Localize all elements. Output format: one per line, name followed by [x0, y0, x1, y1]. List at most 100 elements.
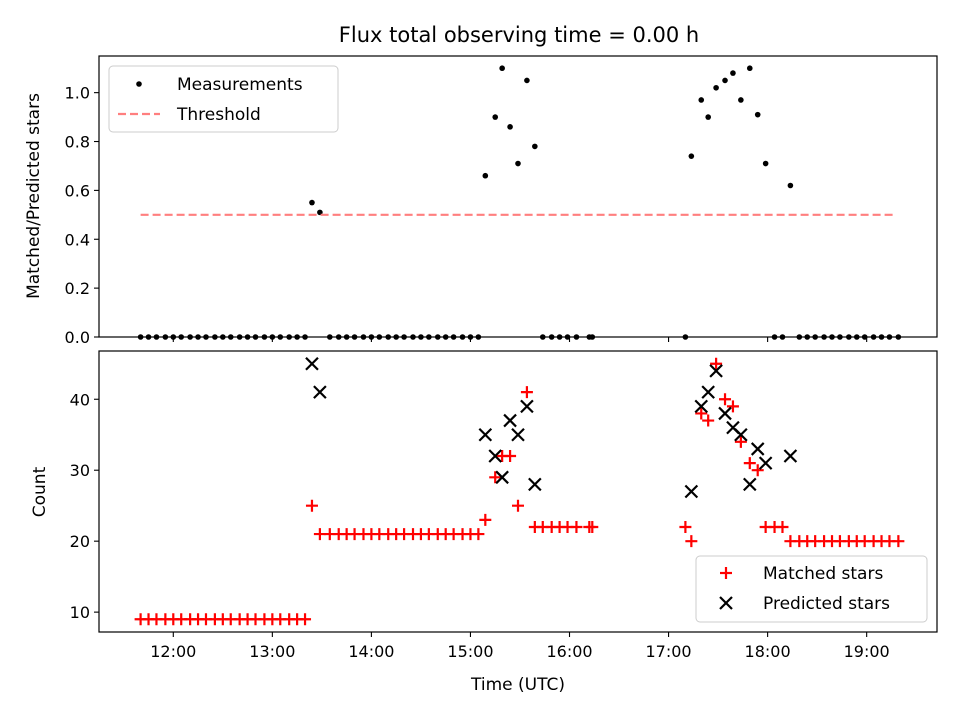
- legend-matched-label: Matched stars: [763, 564, 883, 584]
- top-legend-box: [108, 65, 339, 133]
- top-y-axis-label: Matched/Predicted stars: [24, 93, 44, 299]
- x-tick-label: 16:00: [546, 642, 592, 661]
- measurement-point: [722, 77, 728, 84]
- legend-threshold-label: Threshold: [176, 105, 261, 125]
- legend-predicted-marker: [719, 596, 733, 610]
- legend-measurements-marker: [136, 81, 142, 87]
- measurement-point: [754, 111, 761, 118]
- bottom-legend: Matched stars Predicted stars: [695, 555, 928, 623]
- matched-stars-point: [472, 528, 485, 541]
- legend-matched-marker: [720, 567, 732, 579]
- matched-stars-point: [504, 450, 517, 463]
- measurement-point: [492, 114, 499, 120]
- measurement-point: [499, 65, 505, 72]
- bottom-legend-box: [695, 555, 928, 623]
- measurement-point: [762, 160, 769, 167]
- x-tick-label: 17:00: [646, 642, 692, 661]
- top-y-tick-label: 0.2: [65, 279, 90, 298]
- predicted-stars-point: [684, 484, 699, 499]
- top-legend: Measurements Threshold: [108, 65, 339, 133]
- predicted-stars-point: [709, 364, 723, 378]
- measurement-point: [309, 199, 315, 206]
- x-tick-label: 19:00: [844, 642, 890, 661]
- bottom-y-tick-label: 30: [70, 461, 90, 480]
- x-tick-label: 15:00: [447, 642, 493, 661]
- matched-stars-point: [710, 357, 723, 370]
- matched-stars-point: [299, 613, 312, 626]
- matched-stars-point: [695, 407, 708, 420]
- bottom-plot-axes: 10 20 30 40 12:00 13:00 14:00 15:00 16:00 17:00 18…: [70, 390, 890, 661]
- top-y-tick-label: 0.6: [65, 181, 90, 200]
- measurement-point: [482, 172, 489, 179]
- matched-stars-point: [489, 471, 502, 484]
- matched-stars-point: [776, 520, 789, 533]
- bottom-y-tick-label: 10: [70, 603, 90, 622]
- matched-stars-point: [751, 464, 764, 477]
- top-y-tick-label: 0.8: [65, 133, 90, 152]
- measurement-point: [524, 77, 530, 84]
- top-chart-title: Flux total observing time = 0.00 h: [339, 23, 699, 47]
- measurement-point: [787, 182, 794, 189]
- predicted-stars-point: [495, 470, 509, 485]
- predicted-stars-point: [478, 427, 493, 442]
- matched-stars-point: [570, 520, 583, 533]
- predicted-stars-point: [503, 413, 517, 428]
- bottom-y-axis-label: Count: [30, 466, 50, 517]
- matched-stars-point: [512, 499, 524, 512]
- x-tick-label: 18:00: [745, 642, 791, 661]
- predicted-stars-point: [701, 385, 715, 399]
- bottom-y-tick-label: 40: [70, 390, 90, 409]
- predicted-stars-point: [718, 406, 732, 421]
- predicted-stars-point: [520, 399, 534, 414]
- bottom-plot-marks: [134, 356, 905, 626]
- matched-stars-point: [734, 435, 747, 448]
- legend-predicted-label: Predicted stars: [763, 594, 890, 614]
- matched-stars-point: [586, 520, 599, 533]
- measurement-point: [713, 84, 719, 91]
- measurement-point: [738, 97, 744, 103]
- matched-stars-point: [719, 393, 732, 406]
- measurement-point: [688, 153, 695, 159]
- matched-stars-point: [892, 535, 905, 548]
- top-plot-frame: [98, 55, 938, 338]
- predicted-stars-point: [528, 477, 542, 492]
- predicted-stars-point: [734, 427, 748, 442]
- top-plot: 0.0 0.2 0.4 0.6 0.8 1.0 Matched/Predicted sta…: [24, 55, 938, 347]
- matched-stars-point: [685, 535, 698, 548]
- top-y-tick-label: 0.4: [65, 230, 90, 249]
- measurement-point: [698, 97, 705, 103]
- predicted-stars-point: [783, 449, 798, 463]
- legend-measurements-label: Measurements: [177, 75, 303, 95]
- matched-stars-point: [679, 520, 692, 533]
- measurement-point: [532, 143, 538, 150]
- matched-stars-point: [726, 400, 739, 413]
- predicted-stars-point: [305, 356, 319, 371]
- top-plot-axes: 0.0 0.2 0.4 0.6 0.8 1.0: [65, 84, 868, 347]
- matched-stars-point: [305, 499, 318, 512]
- bottom-x-axis-label: Time (UTC): [470, 675, 565, 695]
- bottom-plot-frame: [98, 350, 938, 633]
- predicted-stars-point: [758, 456, 773, 470]
- predicted-stars-point: [694, 399, 709, 414]
- matched-stars-point: [520, 386, 533, 399]
- predicted-stars-point: [511, 427, 525, 442]
- x-tick-label: 14:00: [348, 642, 394, 661]
- predicted-stars-point: [313, 385, 327, 399]
- measurement-point: [515, 160, 521, 167]
- top-y-tick-label: 0.0: [65, 328, 90, 347]
- x-tick-label: 12:00: [150, 642, 196, 661]
- predicted-stars-point: [750, 442, 765, 456]
- predicted-stars-point: [743, 477, 757, 492]
- measurement-point: [507, 124, 513, 130]
- bottom-y-tick-label: 20: [70, 532, 90, 551]
- measurement-point: [705, 114, 711, 120]
- x-tick-label: 13:00: [249, 642, 295, 661]
- measurement-point: [746, 65, 753, 72]
- top-y-tick-label: 1.0: [65, 84, 90, 103]
- predicted-stars-point: [488, 449, 502, 463]
- measurement-point: [730, 70, 736, 76]
- matched-stars-point: [479, 513, 492, 526]
- matched-stars-point: [702, 414, 715, 427]
- bottom-plot: 10 20 30 40 12:00 13:00 14:00 15:00 16:00 17:00 18…: [30, 350, 938, 695]
